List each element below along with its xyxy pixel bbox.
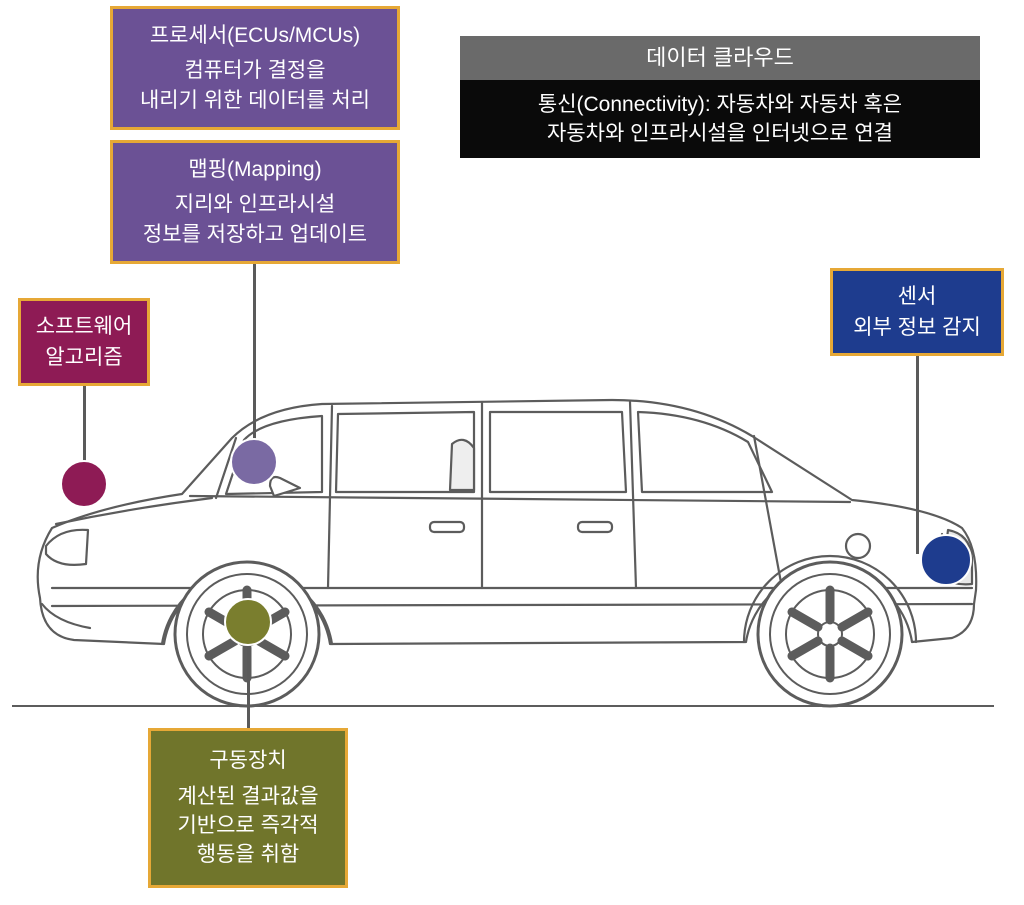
mapping-desc1: 지리와 인프라시설 xyxy=(175,190,335,219)
mapping-desc2: 정보를 저장하고 업데이트 xyxy=(143,220,367,249)
cloud-body2: 자동차와 인프라시설을 인터넷으로 연결 xyxy=(547,119,893,148)
label-software: 소프트웨어 알고리즘 xyxy=(18,298,150,386)
dot-software xyxy=(60,460,108,508)
processor-title: 프로세서(ECUs/MCUs) xyxy=(150,21,360,50)
connector-sensor xyxy=(916,356,919,554)
dot-actuator xyxy=(224,598,272,646)
label-actuator: 구동장치 계산된 결과값을 기반으로 즉각적 행동을 취함 xyxy=(148,728,348,888)
actuator-desc3: 행동을 취함 xyxy=(197,840,299,869)
label-mapping: 맵핑(Mapping) 지리와 인프라시설 정보를 저장하고 업데이트 xyxy=(110,140,400,264)
car-illustration xyxy=(12,378,994,728)
cloud-body1: 통신(Connectivity): 자동차와 자동차 혹은 xyxy=(538,90,902,119)
connector-mapping xyxy=(253,264,256,462)
processor-desc1: 컴퓨터가 결정을 xyxy=(184,56,325,85)
cloud-title: 데이터 클라우드 xyxy=(646,43,794,74)
sensor-title: 센서 xyxy=(898,282,937,311)
actuator-desc2: 기반으로 즉각적 xyxy=(177,811,318,840)
dot-mapping xyxy=(230,438,278,486)
software-title: 소프트웨어 xyxy=(36,312,133,341)
dot-sensor xyxy=(920,534,972,586)
mapping-title: 맵핑(Mapping) xyxy=(188,155,321,184)
label-processor: 프로세서(ECUs/MCUs) 컴퓨터가 결정을 내리기 위한 데이터를 처리 xyxy=(110,6,400,130)
sensor-desc1: 외부 정보 감지 xyxy=(853,313,981,342)
processor-desc2: 내리기 위한 데이터를 처리 xyxy=(140,86,370,115)
actuator-title: 구동장치 xyxy=(209,746,286,775)
cloud-body-box: 통신(Connectivity): 자동차와 자동차 혹은 자동차와 인프라시설… xyxy=(460,80,980,158)
actuator-desc1: 계산된 결과값을 xyxy=(177,782,318,811)
label-sensor: 센서 외부 정보 감지 xyxy=(830,268,1004,356)
software-desc1: 알고리즘 xyxy=(45,343,122,372)
cloud-title-box: 데이터 클라우드 xyxy=(460,36,980,80)
